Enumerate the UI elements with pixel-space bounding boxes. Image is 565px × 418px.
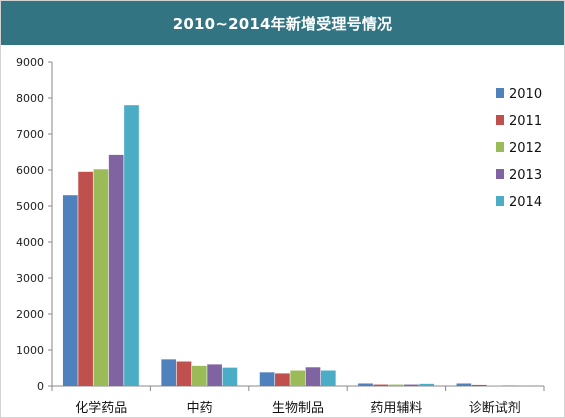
y-tick-label: 7000 bbox=[16, 128, 44, 141]
bar-2014-1 bbox=[222, 367, 238, 386]
legend-swatch-2011 bbox=[496, 115, 504, 125]
bar-2012-1 bbox=[191, 365, 207, 386]
legend-label-2010: 2010 bbox=[509, 87, 542, 102]
x-category-label: 中药 bbox=[187, 401, 213, 416]
bar-2013-3 bbox=[404, 384, 419, 386]
bar-2011-1 bbox=[176, 361, 192, 386]
y-tick-label: 9000 bbox=[16, 56, 44, 69]
x-category-label: 生物制品 bbox=[272, 401, 324, 416]
x-axis: 化学药品 中药 生物制品 药用辅料 诊断试剂 bbox=[51, 385, 545, 416]
bar-2011-3 bbox=[373, 384, 389, 386]
y-tick-label: 5000 bbox=[16, 200, 44, 213]
legend-swatch-2013 bbox=[496, 169, 504, 179]
legend-label-2014: 2014 bbox=[509, 195, 542, 210]
bar-2010-2 bbox=[259, 372, 275, 386]
title-bar: 2010~2014年新增受理号情况 bbox=[1, 1, 564, 45]
legend-swatch-2014 bbox=[496, 196, 504, 206]
y-tick-label: 0 bbox=[37, 380, 44, 393]
bar-2010-0 bbox=[62, 195, 78, 386]
legend-label-2011: 2011 bbox=[509, 114, 542, 129]
bar-2012-2 bbox=[290, 370, 306, 386]
bar-2013-0 bbox=[108, 154, 124, 386]
x-category-label: 药用辅料 bbox=[370, 401, 422, 416]
bar-2013-1 bbox=[207, 364, 222, 386]
bar-2012-0 bbox=[93, 169, 109, 386]
chart-title: 2010~2014年新增受理号情况 bbox=[172, 14, 393, 33]
legend-swatch-2012 bbox=[496, 142, 504, 152]
y-tick-label: 6000 bbox=[16, 164, 44, 177]
y-tick-label: 1000 bbox=[16, 344, 44, 357]
bar-2014-0 bbox=[124, 105, 139, 386]
legend-label-2013: 2013 bbox=[509, 168, 542, 183]
bar-2011-4 bbox=[471, 384, 487, 386]
bar-2010-4 bbox=[456, 383, 472, 386]
legend-label-2012: 2012 bbox=[509, 141, 542, 156]
x-category-label: 诊断试剂 bbox=[469, 401, 521, 416]
y-axis: 0 1000 2000 3000 4000 5000 6000 7000 8000 9000 bbox=[16, 56, 53, 393]
bar-2013-2 bbox=[305, 367, 321, 386]
y-tick-label: 2000 bbox=[16, 308, 44, 321]
y-tick-label: 8000 bbox=[16, 92, 44, 105]
bar-2014-2 bbox=[320, 370, 336, 386]
bar-2014-3 bbox=[419, 383, 435, 386]
x-category-label: 化学药品 bbox=[75, 400, 127, 416]
bar-2012-3 bbox=[388, 384, 404, 386]
bar-2011-0 bbox=[78, 171, 93, 386]
y-tick-label: 3000 bbox=[16, 272, 44, 285]
legend: 2010 2011 2012 2013 2014 bbox=[496, 87, 542, 210]
bar-2011-2 bbox=[275, 373, 290, 386]
legend-swatch-2010 bbox=[496, 88, 504, 98]
y-tick-label: 4000 bbox=[16, 236, 44, 249]
bar-2010-1 bbox=[161, 359, 177, 386]
bar-2010-3 bbox=[358, 383, 373, 386]
bars bbox=[62, 105, 533, 386]
